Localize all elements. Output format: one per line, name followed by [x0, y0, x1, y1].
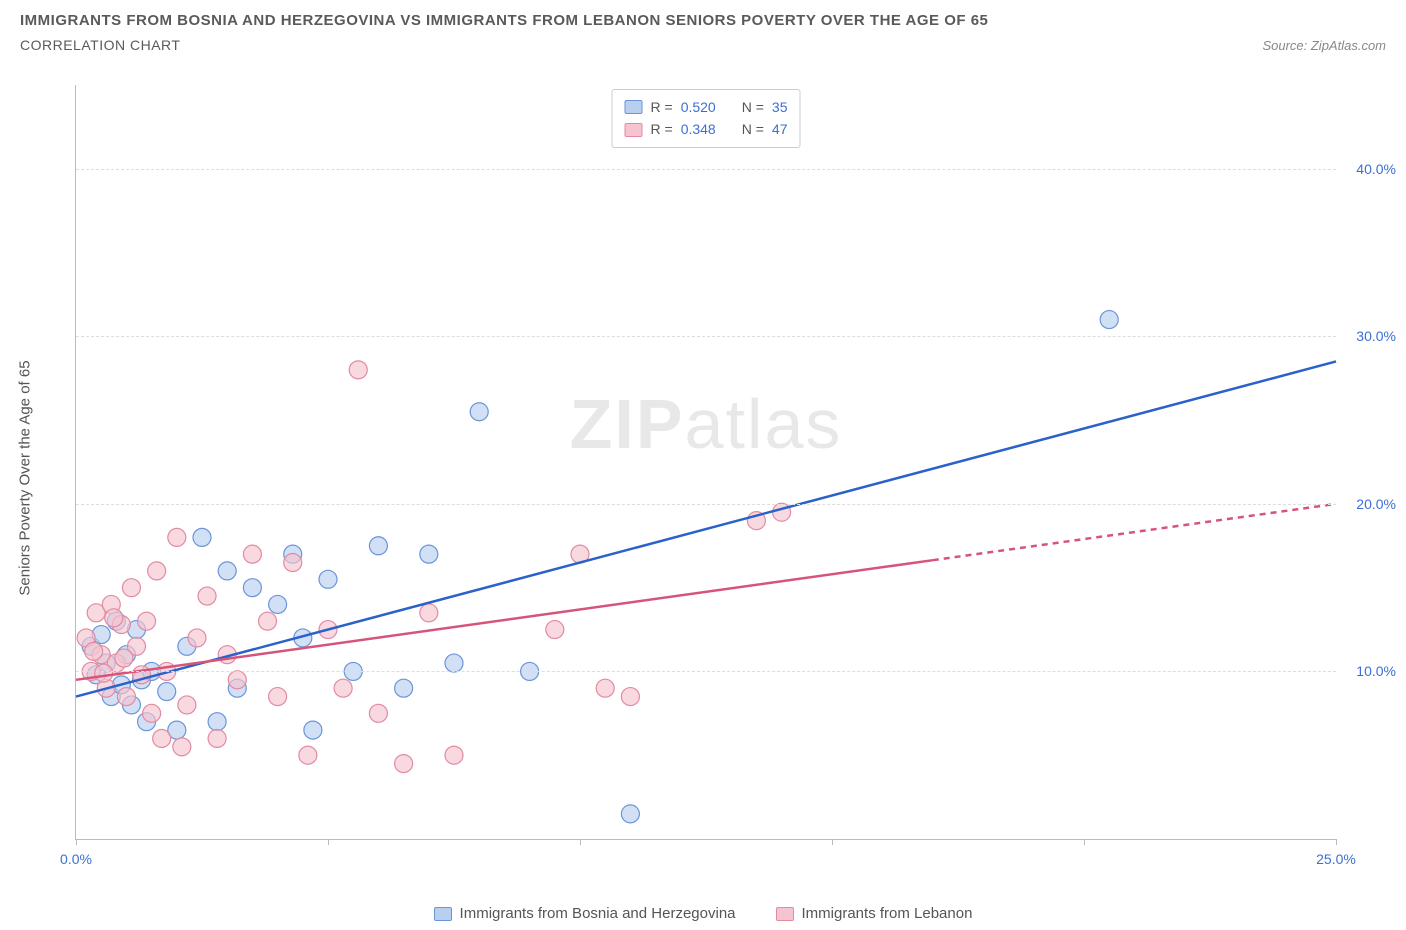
y-tick-label: 40.0%: [1341, 161, 1396, 177]
scatter-point: [304, 721, 322, 739]
x-tick-label: 25.0%: [1316, 851, 1356, 867]
chart-area: Seniors Poverty Over the Age of 65 ZIPat…: [55, 85, 1336, 870]
scatter-point: [269, 688, 287, 706]
scatter-point: [243, 545, 261, 563]
scatter-point: [420, 545, 438, 563]
scatter-point: [143, 704, 161, 722]
legend-r-label: R =: [651, 118, 673, 140]
y-tick-label: 10.0%: [1341, 663, 1396, 679]
legend-series-item: Immigrants from Lebanon: [776, 905, 973, 922]
gridline: [76, 504, 1336, 505]
scatter-point: [178, 696, 196, 714]
scatter-point: [259, 612, 277, 630]
scatter-point: [193, 528, 211, 546]
legend-series-item: Immigrants from Bosnia and Herzegovina: [434, 905, 736, 922]
scatter-point: [1100, 311, 1118, 329]
trend-line: [76, 560, 933, 680]
x-tick-mark: [1084, 839, 1085, 845]
scatter-point: [148, 562, 166, 580]
scatter-point: [621, 805, 639, 823]
legend-series-label: Immigrants from Lebanon: [802, 905, 973, 922]
scatter-point: [269, 595, 287, 613]
chart-header: IMMIGRANTS FROM BOSNIA AND HERZEGOVINA V…: [0, 0, 1406, 53]
scatter-point: [369, 537, 387, 555]
scatter-point: [208, 713, 226, 731]
scatter-point: [228, 671, 246, 689]
subtitle-row: CORRELATION CHART Source: ZipAtlas.com: [20, 37, 1386, 53]
scatter-point: [138, 612, 156, 630]
scatter-point: [546, 621, 564, 639]
scatter-point: [173, 738, 191, 756]
legend-n-value: 35: [772, 96, 788, 118]
gridline: [76, 671, 1336, 672]
scatter-point: [319, 570, 337, 588]
legend-r-label: R =: [651, 96, 673, 118]
legend-n-value: 47: [772, 118, 788, 140]
scatter-point: [153, 729, 171, 747]
source-attribution: Source: ZipAtlas.com: [1262, 38, 1386, 53]
legend-r-value: 0.520: [681, 96, 716, 118]
x-tick-mark: [76, 839, 77, 845]
scatter-point: [596, 679, 614, 697]
scatter-point: [420, 604, 438, 622]
scatter-point: [470, 403, 488, 421]
x-tick-mark: [328, 839, 329, 845]
legend-swatch: [776, 907, 794, 921]
scatter-point: [115, 649, 133, 667]
scatter-point: [445, 654, 463, 672]
x-tick-mark: [832, 839, 833, 845]
scatter-point: [117, 688, 135, 706]
scatter-point: [208, 729, 226, 747]
scatter-point: [105, 609, 123, 627]
y-axis-label: Seniors Poverty Over the Age of 65: [17, 360, 34, 595]
legend-stat-row: R = 0.520 N = 35: [625, 96, 788, 118]
scatter-point: [395, 679, 413, 697]
scatter-point: [218, 562, 236, 580]
legend-stats-box: R = 0.520 N = 35 R = 0.348 N = 47: [612, 89, 801, 148]
scatter-point: [284, 554, 302, 572]
scatter-point: [198, 587, 216, 605]
scatter-point: [158, 683, 176, 701]
legend-series: Immigrants from Bosnia and Herzegovina Im…: [0, 905, 1406, 922]
scatter-point: [395, 755, 413, 773]
legend-r-value: 0.348: [681, 118, 716, 140]
chart-title: IMMIGRANTS FROM BOSNIA AND HERZEGOVINA V…: [20, 12, 1386, 29]
legend-n-label: N =: [742, 118, 764, 140]
scatter-point: [299, 746, 317, 764]
legend-series-label: Immigrants from Bosnia and Herzegovina: [460, 905, 736, 922]
y-tick-label: 30.0%: [1341, 328, 1396, 344]
scatter-point: [621, 688, 639, 706]
legend-n-label: N =: [742, 96, 764, 118]
scatter-point: [243, 579, 261, 597]
x-tick-mark: [580, 839, 581, 845]
x-tick-mark: [1336, 839, 1337, 845]
scatter-point: [445, 746, 463, 764]
legend-swatch: [625, 123, 643, 137]
plot-region: ZIPatlas R =0.520N =35R =0.348N =47 10.0…: [75, 85, 1336, 840]
legend-stat-row: R = 0.348 N = 47: [625, 118, 788, 140]
legend-swatch: [625, 100, 643, 114]
scatter-point: [369, 704, 387, 722]
trend-line: [76, 361, 1336, 696]
y-tick-label: 20.0%: [1341, 496, 1396, 512]
chart-subtitle: CORRELATION CHART: [20, 37, 180, 53]
plot-svg: [76, 85, 1336, 839]
scatter-point: [349, 361, 367, 379]
gridline: [76, 169, 1336, 170]
x-tick-label: 0.0%: [60, 851, 92, 867]
scatter-point: [95, 664, 113, 682]
scatter-point: [168, 528, 186, 546]
scatter-point: [334, 679, 352, 697]
scatter-point: [188, 629, 206, 647]
gridline: [76, 336, 1336, 337]
scatter-point: [122, 579, 140, 597]
trend-line-extrapolated: [933, 504, 1336, 560]
scatter-point: [85, 642, 103, 660]
legend-swatch: [434, 907, 452, 921]
